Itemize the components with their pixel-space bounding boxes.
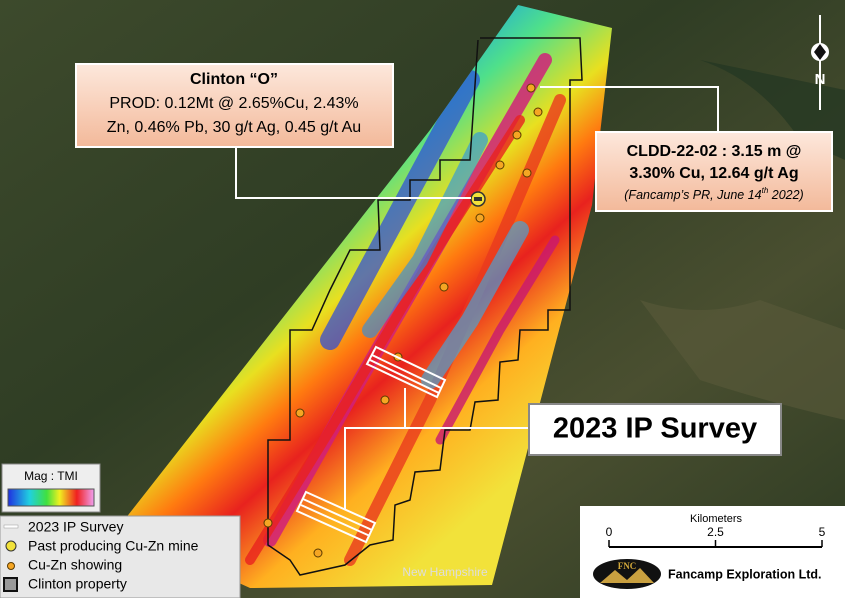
legend-swatch xyxy=(3,577,18,592)
company-name: Fancamp Exploration Ltd. xyxy=(668,567,822,581)
mag-ramp xyxy=(7,488,95,507)
clinton-callout xyxy=(75,63,394,148)
logo-mark: FNC xyxy=(618,561,637,571)
north-label: N xyxy=(815,71,826,88)
scale-title: Kilometers xyxy=(690,513,742,525)
scale-bar: 0 2.5 5 xyxy=(606,525,826,548)
mag-legend-title: Mag : TMI xyxy=(24,469,78,483)
clinton-text: Zn, 0.46% Pb, 30 g/t Ag, 0.45 g/t Au xyxy=(107,119,361,136)
cldd-callout xyxy=(595,131,833,212)
north-arrow: N xyxy=(811,15,829,110)
showings xyxy=(263,83,543,558)
legend-entry: Cu-Zn showing xyxy=(28,557,122,573)
clinton-title: Clinton “O” xyxy=(190,71,278,88)
clinton-text: PROD: 0.12Mt @ 2.65%Cu, 2.43% xyxy=(109,95,358,112)
source-sup: th xyxy=(762,186,769,195)
source-text: (Fancamp’s PR, June 14 xyxy=(624,188,761,202)
legend xyxy=(0,515,241,598)
legend-swatch xyxy=(3,524,19,529)
cldd-text: 3.30% Cu, 12.64 g/t Ag xyxy=(629,165,798,182)
survey-box xyxy=(528,403,782,456)
survey-label: 2023 IP Survey xyxy=(553,413,757,445)
cldd-source: (Fancamp’s PR, June 14th 2022) xyxy=(624,186,803,202)
legend-entry: Past producing Cu-Zn mine xyxy=(28,538,199,554)
scale-tick-label: 0 xyxy=(606,525,613,539)
cldd-text: CLDD-22-02 : 3.15 m @ xyxy=(627,143,802,160)
scale-tick-label: 2.5 xyxy=(707,525,724,539)
logo: FNC Fancamp Exploration Ltd. xyxy=(593,559,822,589)
source-text: 2022) xyxy=(768,188,803,202)
legend-swatch xyxy=(7,562,15,570)
place-label: New Hampshire xyxy=(402,565,488,579)
scale-tick-label: 5 xyxy=(819,525,826,539)
legend-entry: 2023 IP Survey xyxy=(28,519,123,535)
legend-entry: Clinton property xyxy=(28,576,127,592)
mine-symbol xyxy=(470,191,486,207)
leader-lines xyxy=(235,86,719,510)
property-outline xyxy=(267,37,583,576)
ip-survey-lines xyxy=(295,345,447,544)
legend-swatch xyxy=(5,540,17,552)
terrain xyxy=(640,300,845,420)
